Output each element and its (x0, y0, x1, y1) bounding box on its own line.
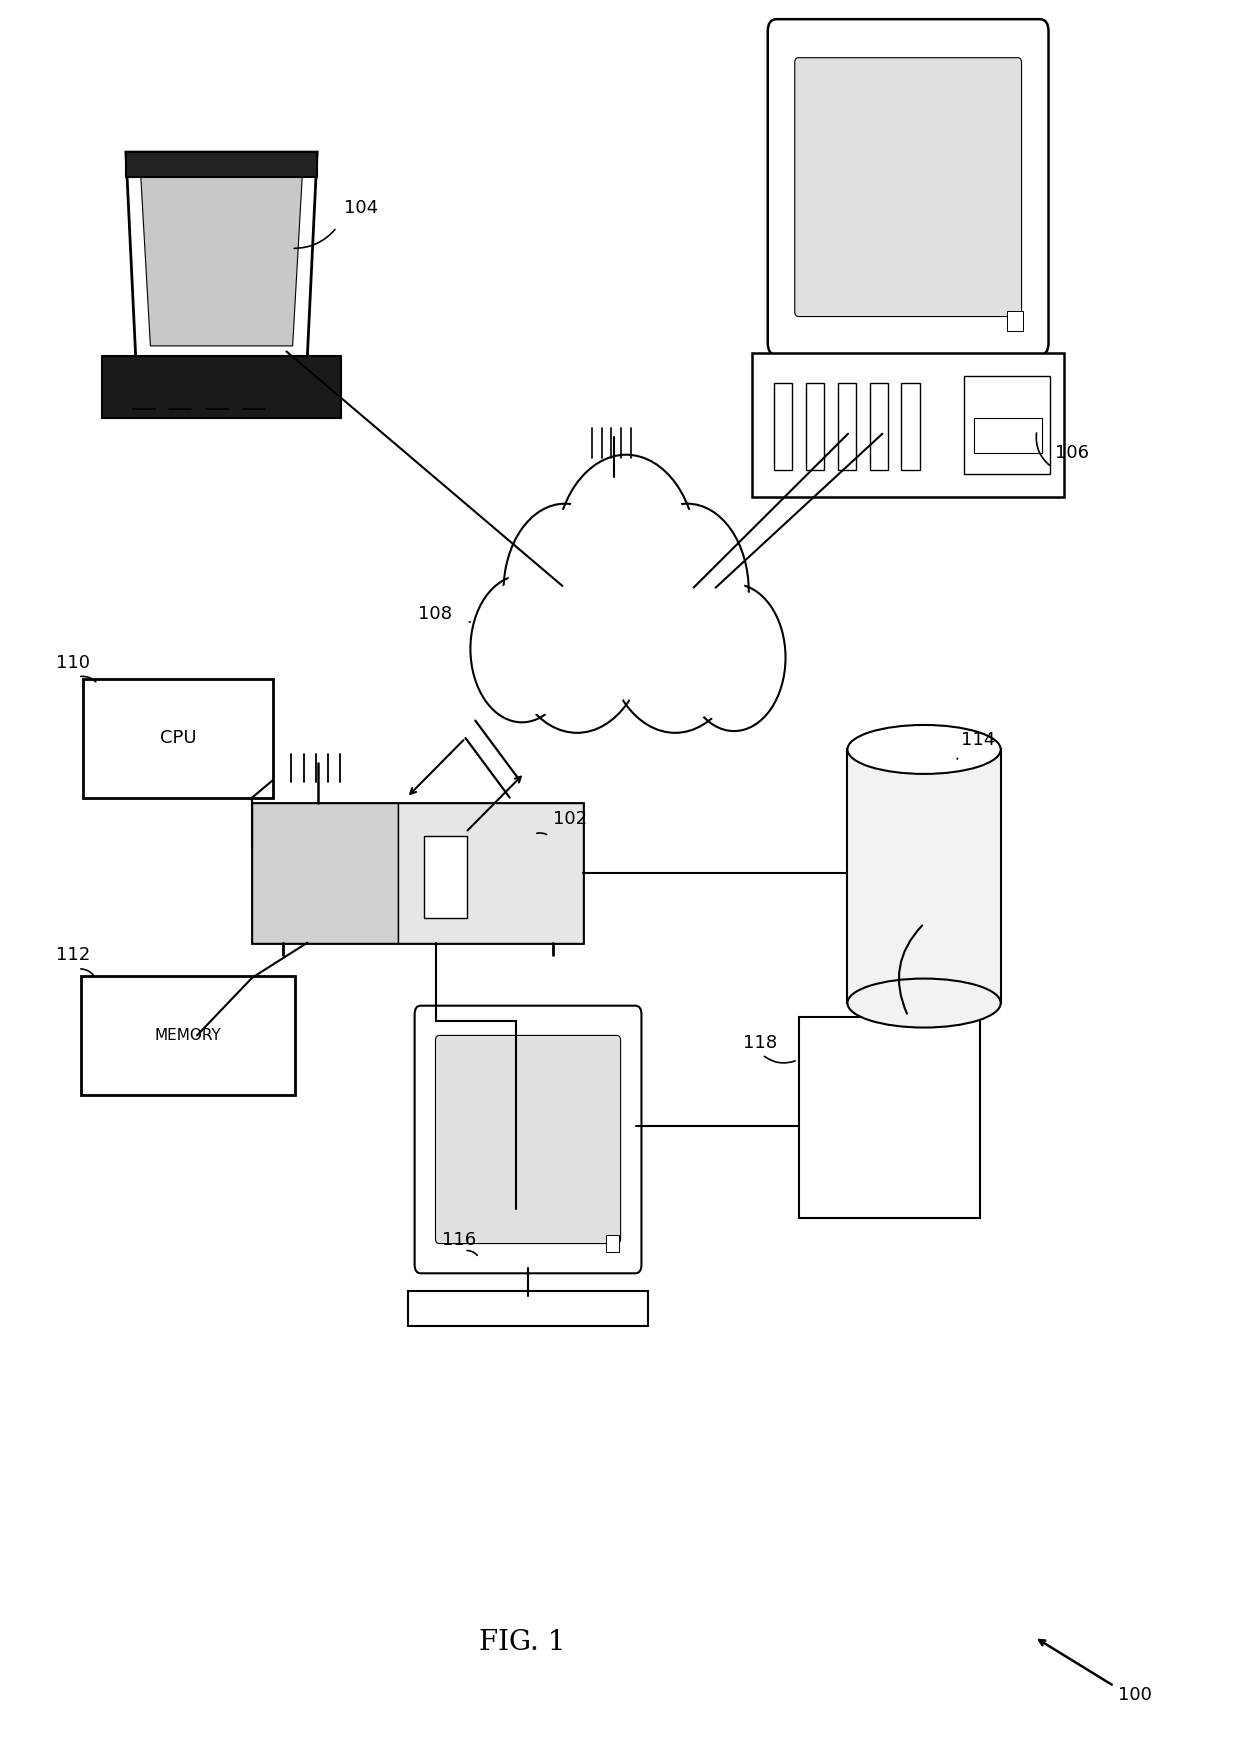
Bar (606, 1234, 620, 1252)
Bar (774, 383, 792, 471)
Polygon shape (126, 152, 317, 176)
FancyBboxPatch shape (414, 1005, 641, 1273)
Bar (963, 376, 1050, 474)
Circle shape (609, 538, 742, 726)
Text: MEMORY: MEMORY (155, 1028, 221, 1044)
Circle shape (474, 580, 570, 718)
Text: CPU: CPU (160, 730, 196, 748)
Polygon shape (126, 152, 317, 356)
Text: 100: 100 (1118, 1685, 1152, 1703)
FancyBboxPatch shape (435, 1035, 620, 1243)
FancyBboxPatch shape (768, 19, 1049, 354)
Text: 106: 106 (1055, 444, 1089, 462)
FancyBboxPatch shape (795, 58, 1022, 317)
Text: 104: 104 (345, 199, 378, 217)
Bar (398, 802, 583, 943)
Bar (799, 1017, 981, 1218)
Text: 118: 118 (743, 1033, 776, 1053)
Circle shape (560, 462, 692, 651)
Circle shape (682, 584, 785, 732)
Ellipse shape (847, 725, 1001, 774)
Text: 114: 114 (961, 732, 996, 749)
Text: FIG. 1: FIG. 1 (479, 1629, 565, 1655)
Bar (1007, 312, 1023, 330)
Circle shape (508, 510, 621, 672)
Bar (424, 836, 467, 917)
Bar (408, 1291, 647, 1326)
Bar (838, 383, 856, 471)
Text: 110: 110 (56, 654, 91, 672)
Bar (81, 977, 295, 1095)
Bar (847, 749, 1001, 1003)
Text: 102: 102 (553, 809, 587, 829)
Circle shape (503, 504, 626, 679)
Circle shape (506, 531, 649, 733)
Bar (973, 418, 1043, 453)
Circle shape (556, 455, 697, 658)
Circle shape (511, 538, 644, 726)
Text: 112: 112 (56, 947, 91, 964)
Circle shape (604, 531, 746, 733)
Text: 116: 116 (443, 1231, 476, 1250)
Bar (751, 353, 1064, 497)
Bar (901, 383, 920, 471)
Bar (252, 802, 398, 943)
Bar (83, 679, 273, 797)
Circle shape (630, 510, 744, 672)
Bar (869, 383, 888, 471)
Bar (252, 802, 583, 943)
Circle shape (470, 575, 573, 723)
Ellipse shape (847, 978, 1001, 1028)
Text: 108: 108 (418, 605, 451, 622)
Polygon shape (102, 356, 341, 418)
Bar (806, 383, 825, 471)
Polygon shape (140, 173, 303, 346)
Circle shape (686, 589, 782, 726)
Circle shape (626, 504, 749, 679)
